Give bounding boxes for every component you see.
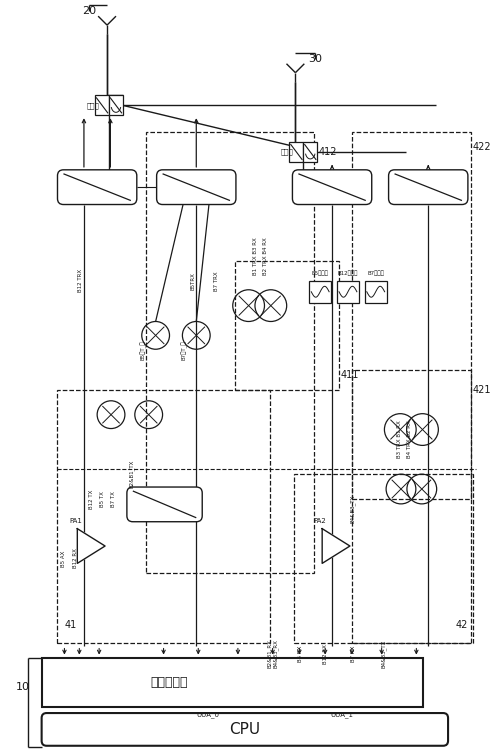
Bar — [365, 280, 387, 302]
Text: 42: 42 — [455, 620, 468, 630]
Polygon shape — [78, 529, 105, 563]
Text: B5 AX: B5 AX — [61, 550, 66, 566]
Bar — [95, 96, 109, 115]
Text: B7 RX: B7 RX — [351, 645, 356, 662]
Text: 41: 41 — [64, 620, 77, 630]
Text: 422: 422 — [473, 142, 492, 152]
Text: B4&B3_TX: B4&B3_TX — [350, 495, 356, 523]
Text: B5 TX: B5 TX — [100, 491, 105, 507]
FancyBboxPatch shape — [57, 170, 137, 204]
Text: PA2: PA2 — [314, 518, 327, 524]
Text: 双天线: 双天线 — [87, 102, 100, 109]
Bar — [56, 390, 270, 642]
Text: 射频收发器: 射频收发器 — [150, 676, 188, 689]
FancyBboxPatch shape — [127, 487, 202, 522]
Text: B7 TRX: B7 TRX — [213, 271, 219, 290]
Bar — [235, 261, 339, 390]
FancyBboxPatch shape — [157, 170, 236, 204]
Text: 421: 421 — [473, 385, 492, 395]
Text: 30: 30 — [308, 54, 322, 64]
Text: 412: 412 — [318, 147, 337, 157]
Text: B2&B1_TX: B2&B1_TX — [129, 460, 135, 489]
Text: B4&B3_TX: B4&B3_TX — [381, 639, 386, 668]
Text: CPU: CPU — [229, 722, 260, 737]
Text: B5滤波器: B5滤波器 — [312, 270, 329, 276]
Bar — [146, 132, 314, 573]
Text: UUA_0: UUA_0 — [197, 712, 220, 719]
Bar — [352, 132, 471, 499]
Text: B4 TRX B2 RX: B4 TRX B2 RX — [407, 421, 412, 458]
Text: 10: 10 — [16, 682, 30, 692]
Text: B2&B1_RX
B4&B3_RX: B2&B1_RX B4&B3_RX — [267, 639, 279, 668]
Text: B5发T_射: B5发T_射 — [141, 340, 147, 360]
Bar — [109, 96, 123, 115]
Text: B12 RX: B12 RX — [73, 548, 78, 569]
Text: 双天线: 双天线 — [281, 149, 294, 155]
Text: B12 TX: B12 TX — [89, 489, 94, 509]
Text: B5 RX: B5 RX — [298, 645, 303, 662]
Text: B12 RX: B12 RX — [323, 644, 328, 664]
FancyBboxPatch shape — [41, 713, 448, 746]
FancyBboxPatch shape — [292, 170, 372, 204]
Bar — [309, 280, 331, 302]
Text: B5TRX: B5TRX — [191, 272, 196, 290]
Text: B7发T_射: B7发T_射 — [181, 340, 188, 360]
Bar — [294, 474, 473, 642]
Bar — [289, 142, 303, 162]
Text: 20: 20 — [82, 6, 96, 17]
Text: UUA_1: UUA_1 — [330, 712, 354, 719]
Text: PA1: PA1 — [69, 518, 82, 524]
Polygon shape — [322, 529, 350, 563]
Bar — [337, 280, 359, 302]
FancyBboxPatch shape — [389, 170, 468, 204]
Text: B12滤波器: B12滤波器 — [338, 270, 358, 276]
Bar — [303, 142, 317, 162]
Bar — [41, 657, 423, 707]
Bar — [352, 370, 471, 642]
Text: B1 TRX B3 RX: B1 TRX B3 RX — [253, 238, 258, 275]
Text: B3 TRX B1 RX: B3 TRX B1 RX — [397, 421, 402, 458]
Text: B7滤波器: B7滤波器 — [367, 270, 384, 276]
Text: 411: 411 — [341, 370, 359, 380]
Text: B2 TRX B4 RX: B2 TRX B4 RX — [263, 238, 268, 275]
Text: B7 TX: B7 TX — [111, 491, 116, 507]
Text: B12 TRX: B12 TRX — [79, 269, 83, 293]
